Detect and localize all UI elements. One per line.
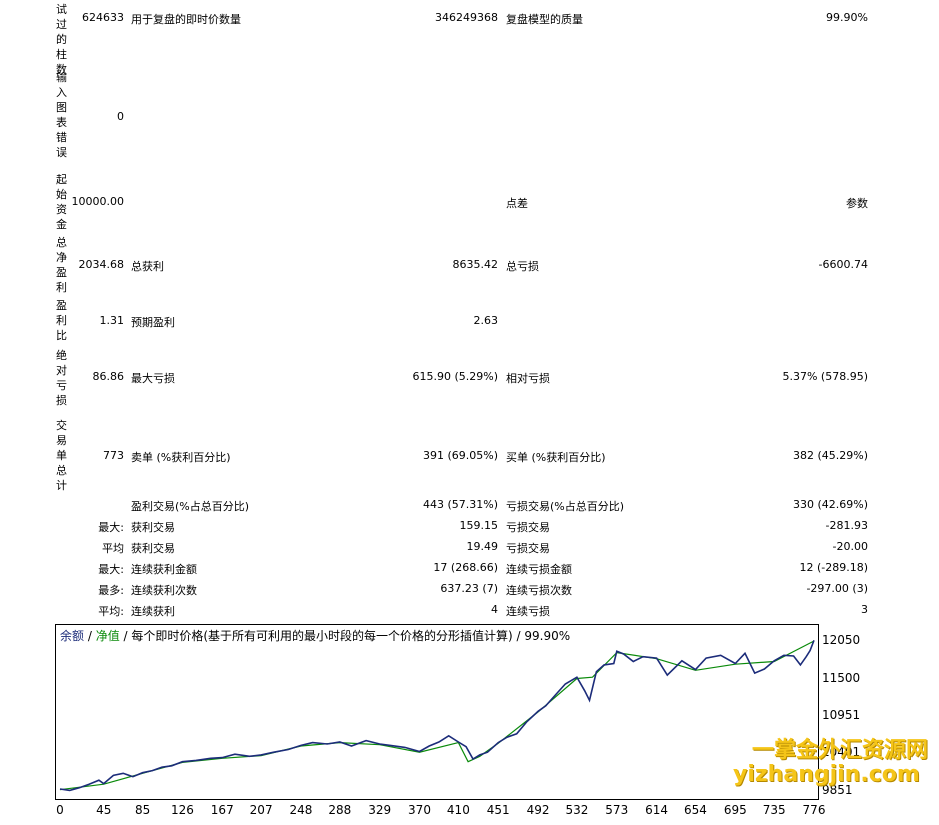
maximal-prefix: 最多: — [98, 584, 124, 597]
x-tick-label: 451 — [486, 803, 510, 817]
spread-label: 点差 — [506, 197, 528, 210]
x-tick-label: 248 — [289, 803, 313, 817]
gross-loss-label: 总亏损 — [506, 260, 539, 273]
chart-legend-sep: / — [84, 629, 96, 643]
short-positions-value: 391 (69.05%) — [422, 449, 498, 462]
max-drawdown-label: 最大亏损 — [131, 372, 175, 385]
chart-legend-rest: / 每个即时价格(基于所有可利用的最小时段的每一个价格的分形插值计算) / 99… — [119, 629, 571, 643]
profit-trades-value: 443 (57.31%) — [422, 498, 498, 511]
x-tick-label: 410 — [446, 803, 470, 817]
x-tick-label: 573 — [605, 803, 629, 817]
profit-factor-value: 1.31 — [99, 314, 125, 327]
maximal-consec-profit-label: 连续获利次数 — [131, 584, 197, 597]
y-tick-label: 12050 — [822, 633, 861, 647]
max-consec-losses-money-value: 12 (-289.18) — [799, 561, 868, 574]
maximal-consec-loss-value: -297.00 (3) — [806, 582, 868, 595]
max-consec-losses-money-label: 连续亏损金额 — [506, 563, 572, 576]
x-tick-label: 288 — [328, 803, 352, 817]
long-positions-label: 买单 (%获利百分比) — [506, 451, 606, 464]
x-tick-label: 167 — [210, 803, 234, 817]
maximal-consec-loss-label: 连续亏损次数 — [506, 584, 572, 597]
profit-factor-label: 盈利比 — [56, 299, 67, 342]
x-tick-label: 735 — [762, 803, 786, 817]
largest-loss-label: 亏损交易 — [506, 521, 550, 534]
x-tick-label: 0 — [56, 803, 64, 817]
gross-profit-label: 总获利 — [131, 260, 164, 273]
x-tick-label: 370 — [408, 803, 431, 817]
y-tick-label: 11500 — [822, 670, 861, 685]
gross-loss-value: -6600.74 — [818, 258, 868, 271]
bars-tested-label: 试过的柱数 — [56, 3, 67, 76]
loss-trades-label: 亏损交易(%占总百分比) — [506, 500, 625, 513]
balance-line — [59, 640, 815, 792]
avg-consec-losses-label: 连续亏损 — [506, 605, 550, 618]
largest-prefix: 最大: — [98, 521, 124, 534]
largest-loss-value: -281.93 — [825, 519, 868, 532]
expected-payoff-value: 2.63 — [473, 314, 499, 327]
average-profit-value: 19.49 — [466, 540, 499, 553]
max-drawdown-value: 615.90 (5.29%) — [412, 370, 498, 383]
average-loss-value: -20.00 — [832, 540, 868, 553]
max-prefix: 最大: — [98, 563, 124, 576]
input-chart-errors-label: 输入图表错误 — [56, 71, 67, 159]
x-tick-label: 492 — [526, 803, 550, 817]
chart-legend-balance: 余额 — [60, 629, 85, 643]
watermark-text: 一掌金外汇资源网 — [752, 738, 929, 763]
average-profit-label: 获利交易 — [131, 542, 175, 555]
relative-drawdown-value: 5.37% (578.95) — [782, 370, 868, 383]
x-tick-label: 614 — [645, 803, 669, 817]
equity-chart — [55, 624, 819, 800]
ticks-modelled-value: 346249368 — [435, 11, 498, 24]
long-positions-value: 382 (45.29%) — [792, 449, 868, 462]
total-trades-label: 交易单总计 — [56, 419, 67, 492]
x-tick-label: 207 — [249, 803, 273, 817]
total-net-profit-value: 2034.68 — [78, 258, 125, 271]
y-tick-label: 9851 — [822, 783, 853, 797]
average-loss-label: 亏损交易 — [506, 542, 550, 555]
y-tick-label: 10951 — [822, 707, 861, 722]
modelling-quality-value: 99.90% — [826, 11, 868, 24]
absolute-drawdown-label: 绝对亏损 — [56, 349, 67, 407]
x-tick-label: 654 — [684, 803, 707, 817]
chart-legend-equity: 净值 — [95, 629, 120, 643]
x-tick-label: 532 — [565, 803, 589, 817]
x-tick-label: 126 — [170, 803, 194, 817]
short-positions-label: 卖单 (%获利百分比) — [131, 451, 231, 464]
total-trades-value: 773 — [103, 449, 124, 462]
bars-tested-value: 624633 — [82, 11, 124, 24]
total-net-profit-label: 总净盈利 — [56, 236, 67, 294]
x-tick-label: 776 — [802, 803, 826, 817]
absolute-drawdown-value: 86.86 — [92, 370, 125, 383]
avg-consec-wins-value: 4 — [491, 603, 498, 616]
loss-trades-value: 330 (42.69%) — [792, 498, 868, 511]
equity-chart-svg — [59, 640, 815, 792]
x-tick-label: 329 — [368, 803, 392, 817]
modelling-quality-label: 复盘模型的质量 — [506, 13, 583, 26]
initial-deposit-value: 10000.00 — [71, 195, 125, 208]
avg-consec-losses-value: 3 — [861, 603, 868, 616]
avg-consec-wins-label: 连续获利 — [131, 605, 175, 618]
maximal-consec-profit-value: 637.23 (7) — [440, 582, 498, 595]
x-tick-label: 45 — [96, 803, 112, 817]
watermark-url: yizhangjin.com — [733, 762, 920, 787]
input-chart-errors-value: 0 — [117, 110, 124, 123]
x-tick-label: 695 — [723, 803, 747, 817]
y-tick-label: 10401 — [822, 745, 861, 760]
max-consec-wins-money-value: 17 (268.66) — [433, 561, 498, 574]
avg-prefix: 平均: — [98, 605, 124, 618]
largest-profit-value: 159.15 — [459, 519, 499, 532]
expected-payoff-label: 预期盈利 — [131, 316, 175, 329]
ticks-modelled-label: 用于复盘的即时价数量 — [131, 13, 241, 26]
initial-deposit-label: 起始资金 — [56, 173, 67, 231]
x-tick-label: 85 — [134, 803, 151, 817]
spread-value: 参数 — [846, 197, 868, 210]
relative-drawdown-label: 相对亏损 — [506, 372, 550, 385]
largest-profit-label: 获利交易 — [131, 521, 175, 534]
equity-line — [59, 640, 815, 791]
average-prefix: 平均 — [102, 542, 124, 555]
max-consec-wins-money-label: 连续获利金额 — [131, 563, 197, 576]
chart-title: 余额 / 净值 / 每个即时价格(基于所有可利用的最小时段的每一个价格的分形插值… — [60, 627, 570, 644]
gross-profit-value: 8635.42 — [452, 258, 499, 271]
profit-trades-label: 盈利交易(%占总百分比) — [131, 500, 250, 513]
